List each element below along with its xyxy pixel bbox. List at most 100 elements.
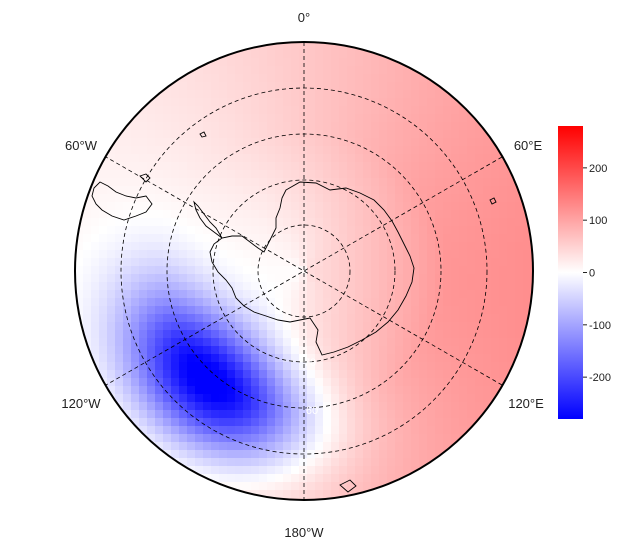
field-cell [203,114,212,123]
field-cell [299,458,308,467]
field-cell [235,138,244,147]
field-cell [291,122,300,131]
field-cell [203,154,212,163]
field-cell [115,322,124,331]
field-cell [291,394,300,403]
field-cell [419,114,428,123]
field-cell [443,370,452,379]
field-cell [291,210,300,219]
field-cell [227,74,236,83]
field-cell [259,186,268,195]
field-cell [355,426,364,435]
field-cell [275,170,284,179]
field-cell [179,330,188,339]
field-cell [203,410,212,419]
field-cell [155,290,164,299]
field-cell [195,402,204,411]
field-cell [483,314,492,323]
field-cell [131,146,140,155]
field-cell [467,354,476,363]
field-cell [211,370,220,379]
field-cell [203,386,212,395]
field-cell [483,362,492,371]
field-cell [275,386,284,395]
field-cell [467,330,476,339]
field-cell [203,170,212,179]
field-cell [355,66,364,75]
field-cell [243,154,252,163]
field-cell [115,314,124,323]
field-cell [123,226,132,235]
field-cell [203,298,212,307]
field-cell [123,282,132,291]
field-cell [331,314,340,323]
field-cell [203,210,212,219]
field-cell [307,402,316,411]
field-cell [267,226,276,235]
field-cell [451,114,460,123]
field-cell [379,434,388,443]
field-cell [131,370,140,379]
field-cell [371,210,380,219]
field-cell [331,306,340,315]
field-cell [235,266,244,275]
field-cell [475,146,484,155]
field-cell [179,162,188,171]
field-cell [363,418,372,427]
field-cell [123,178,132,187]
field-cell [451,410,460,419]
field-cell [435,170,444,179]
field-cell [315,234,324,243]
field-cell [275,58,284,67]
field-cell [123,362,132,371]
field-cell [451,194,460,203]
field-cell [403,234,412,243]
field-cell [275,274,284,283]
field-cell [419,306,428,315]
field-cell [355,210,364,219]
field-cell [531,226,533,235]
field-cell [355,178,364,187]
field-cell [259,386,268,395]
field-cell [523,338,532,347]
field-cell [123,410,132,419]
field-cell [211,66,220,75]
field-cell [379,226,388,235]
field-cell [155,162,164,171]
field-cell [147,106,156,115]
field-cell [435,98,444,107]
field-cell [315,370,324,379]
field-cell [227,266,236,275]
field-cell [115,146,124,155]
field-cell [219,282,228,291]
field-cell [219,178,228,187]
lon-label-120e: 120°E [508,396,544,411]
field-cell [123,354,132,363]
field-cell [99,298,108,307]
field-cell [443,298,452,307]
field-cell [323,274,332,283]
field-cell [267,42,276,51]
field-cell [387,426,396,435]
field-cell [371,330,380,339]
field-cell [203,450,212,459]
field-cell [411,250,420,259]
field-cell [219,242,228,251]
field-cell [331,298,340,307]
field-cell [251,154,260,163]
field-cell [395,298,404,307]
field-cell [163,330,172,339]
field-cell [523,346,532,355]
field-cell [187,242,196,251]
field-cell [523,258,532,267]
field-cell [219,66,228,75]
field-cell [171,234,180,243]
field-cell [99,370,108,379]
field-cell [107,178,116,187]
field-cell [107,162,116,171]
field-cell [347,170,356,179]
field-cell [323,322,332,331]
field-cell [419,442,428,451]
field-cell [251,210,260,219]
field-cell [515,306,524,315]
